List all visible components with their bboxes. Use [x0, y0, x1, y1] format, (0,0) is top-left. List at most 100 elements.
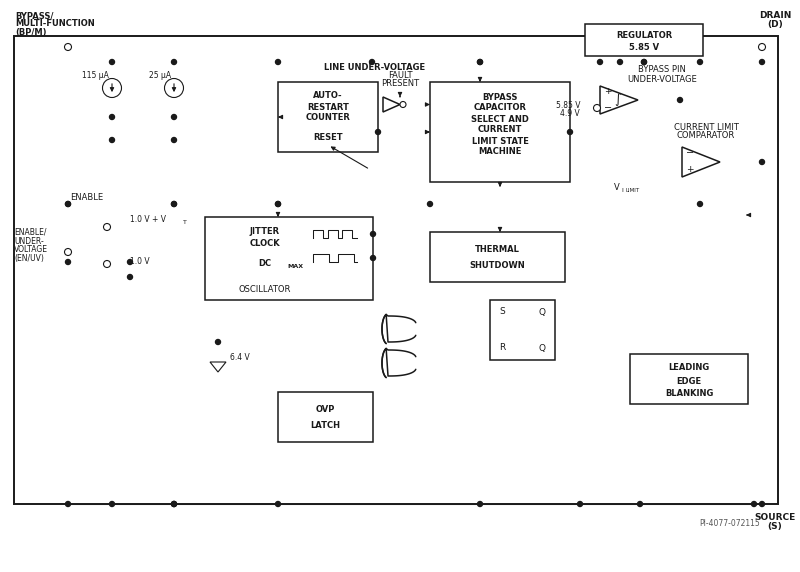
Circle shape [759, 502, 765, 506]
Text: COUNTER: COUNTER [306, 113, 350, 122]
Text: ENABLE: ENABLE [70, 193, 103, 201]
Circle shape [751, 502, 757, 506]
Circle shape [758, 43, 766, 50]
Text: LIMIT: LIMIT [626, 188, 640, 193]
Text: +: + [686, 165, 694, 173]
Text: 25 µA: 25 µA [149, 70, 171, 80]
Circle shape [375, 129, 381, 134]
Circle shape [678, 97, 682, 102]
Text: BLANKING: BLANKING [665, 390, 713, 399]
Circle shape [638, 502, 642, 506]
Text: REGULATOR: REGULATOR [616, 30, 672, 39]
Circle shape [598, 59, 602, 65]
Circle shape [370, 232, 375, 236]
Circle shape [103, 260, 110, 268]
Text: CURRENT: CURRENT [478, 125, 522, 134]
Bar [205, 217, 373, 300]
Bar [630, 354, 748, 404]
Bar [430, 82, 570, 182]
Text: EDGE: EDGE [677, 376, 702, 386]
Text: VOLTAGE: VOLTAGE [14, 245, 48, 255]
Circle shape [66, 201, 70, 206]
Circle shape [65, 43, 71, 50]
Text: DC: DC [258, 260, 271, 268]
Text: (D): (D) [767, 21, 783, 30]
Circle shape [594, 105, 601, 112]
Text: 6.4 V: 6.4 V [230, 352, 250, 362]
Text: BYPASS PIN: BYPASS PIN [638, 66, 686, 74]
Text: 115 µA: 115 µA [82, 70, 109, 80]
Text: LATCH: LATCH [310, 420, 340, 430]
Text: CAPACITOR: CAPACITOR [474, 104, 526, 113]
Text: PRESENT: PRESENT [381, 80, 419, 89]
Circle shape [171, 201, 177, 206]
Circle shape [171, 201, 177, 206]
Circle shape [171, 59, 177, 65]
Circle shape [110, 137, 114, 142]
Text: (S): (S) [768, 522, 782, 531]
Text: ∫: ∫ [614, 93, 622, 106]
Circle shape [642, 59, 646, 65]
Text: MACHINE: MACHINE [478, 148, 522, 157]
Text: 5.85 V: 5.85 V [629, 42, 659, 51]
Circle shape [165, 78, 183, 97]
Text: +: + [604, 88, 612, 97]
Text: LIMIT STATE: LIMIT STATE [471, 137, 529, 145]
Circle shape [698, 201, 702, 206]
Circle shape [103, 224, 110, 231]
Circle shape [215, 340, 221, 344]
Circle shape [759, 160, 765, 165]
Text: −: − [686, 148, 694, 158]
Circle shape [400, 101, 406, 108]
Bar [585, 24, 703, 56]
Circle shape [66, 502, 70, 506]
Circle shape [370, 59, 374, 65]
Circle shape [578, 502, 582, 506]
Text: BYPASS: BYPASS [482, 93, 518, 101]
Circle shape [171, 502, 177, 506]
Text: PI-4077-072115: PI-4077-072115 [699, 519, 760, 529]
Circle shape [127, 260, 133, 264]
Text: UNDER-: UNDER- [14, 236, 44, 245]
Text: 5.85 V: 5.85 V [555, 101, 580, 109]
Circle shape [698, 59, 702, 65]
Text: AUTO-: AUTO- [313, 92, 343, 101]
Bar [268, 76, 486, 184]
Text: ENABLE/: ENABLE/ [14, 228, 46, 236]
Circle shape [110, 59, 114, 65]
Text: 1.0 V + V: 1.0 V + V [130, 216, 166, 224]
Text: V: V [614, 184, 620, 193]
Circle shape [110, 114, 114, 120]
Text: I: I [621, 188, 623, 193]
Text: Q: Q [538, 344, 546, 352]
Circle shape [618, 59, 622, 65]
Bar [14, 36, 778, 504]
Text: DRAIN: DRAIN [759, 11, 791, 21]
Circle shape [66, 260, 70, 264]
Text: FAULT: FAULT [388, 70, 412, 80]
Text: BYPASS/: BYPASS/ [15, 11, 54, 21]
Circle shape [275, 59, 281, 65]
Text: Q: Q [538, 308, 546, 316]
Text: MULTI-FUNCTION: MULTI-FUNCTION [15, 19, 94, 29]
Circle shape [66, 201, 70, 206]
Text: (BP/M): (BP/M) [15, 27, 46, 37]
Bar [490, 300, 555, 360]
Circle shape [478, 59, 482, 65]
Text: SELECT AND: SELECT AND [471, 114, 529, 124]
Text: RESTART: RESTART [307, 102, 349, 112]
Circle shape [171, 502, 177, 506]
Bar [278, 392, 373, 442]
Text: CURRENT LIMIT: CURRENT LIMIT [674, 122, 738, 132]
Text: OSCILLATOR: OSCILLATOR [239, 285, 291, 295]
Text: −: − [604, 103, 612, 113]
Circle shape [171, 114, 177, 120]
Bar [278, 82, 378, 152]
Circle shape [567, 129, 573, 134]
Circle shape [427, 201, 433, 206]
Text: UNDER-VOLTAGE: UNDER-VOLTAGE [627, 74, 697, 84]
Text: T: T [183, 220, 187, 224]
Text: SOURCE: SOURCE [754, 514, 796, 522]
Circle shape [478, 59, 482, 65]
Text: SHUTDOWN: SHUTDOWN [469, 260, 525, 269]
